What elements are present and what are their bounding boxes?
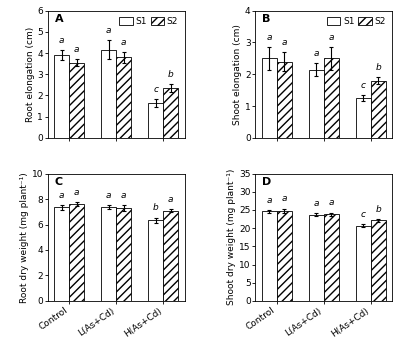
Bar xyxy=(371,81,386,138)
Bar xyxy=(324,214,339,301)
Text: a: a xyxy=(74,45,80,54)
Text: a: a xyxy=(314,49,319,58)
Legend: S1, S2: S1, S2 xyxy=(117,15,180,28)
Bar xyxy=(277,62,292,138)
Bar xyxy=(69,63,84,138)
Text: c: c xyxy=(361,81,366,90)
Bar xyxy=(262,58,277,138)
Text: a: a xyxy=(121,191,126,200)
Text: c: c xyxy=(153,85,158,93)
Bar xyxy=(371,220,386,301)
Bar xyxy=(69,204,84,301)
Text: a: a xyxy=(121,38,126,47)
Text: a: a xyxy=(328,33,334,42)
Text: a: a xyxy=(282,194,287,204)
Y-axis label: Root dry weight (mg plant⁻¹): Root dry weight (mg plant⁻¹) xyxy=(20,172,29,303)
Text: b: b xyxy=(375,205,381,213)
Text: a: a xyxy=(106,191,112,200)
Y-axis label: Shoot elongation (cm): Shoot elongation (cm) xyxy=(233,24,242,125)
Text: a: a xyxy=(74,188,80,197)
Text: a: a xyxy=(314,199,319,208)
Text: a: a xyxy=(266,33,272,42)
Text: c: c xyxy=(361,210,366,219)
Bar xyxy=(277,211,292,301)
Text: C: C xyxy=(55,177,63,187)
Text: b: b xyxy=(168,70,174,79)
Bar xyxy=(356,98,371,138)
Text: a: a xyxy=(266,195,272,205)
Text: D: D xyxy=(262,177,272,187)
Bar xyxy=(309,69,324,138)
Text: a: a xyxy=(282,38,287,47)
Text: a: a xyxy=(328,198,334,207)
Text: A: A xyxy=(55,15,64,24)
Bar xyxy=(101,207,116,301)
Bar xyxy=(116,57,131,138)
Bar xyxy=(54,55,69,138)
Bar xyxy=(116,208,131,301)
Bar xyxy=(262,211,277,301)
Bar xyxy=(163,88,178,138)
Bar xyxy=(309,215,324,301)
Text: a: a xyxy=(59,191,64,200)
Bar xyxy=(148,220,163,301)
Bar xyxy=(324,58,339,138)
Y-axis label: Shoot dry weight (mg plant⁻¹): Shoot dry weight (mg plant⁻¹) xyxy=(227,169,236,306)
Text: a: a xyxy=(106,26,112,35)
Text: b: b xyxy=(153,204,159,212)
Bar xyxy=(356,225,371,301)
Bar xyxy=(148,103,163,138)
Legend: S1, S2: S1, S2 xyxy=(325,15,388,28)
Bar xyxy=(163,211,178,301)
Text: b: b xyxy=(375,63,381,72)
Text: a: a xyxy=(168,194,174,204)
Text: B: B xyxy=(262,15,271,24)
Y-axis label: Root elongation (cm): Root elongation (cm) xyxy=(26,27,35,122)
Text: a: a xyxy=(59,36,64,45)
Bar xyxy=(54,207,69,301)
Bar xyxy=(101,50,116,138)
